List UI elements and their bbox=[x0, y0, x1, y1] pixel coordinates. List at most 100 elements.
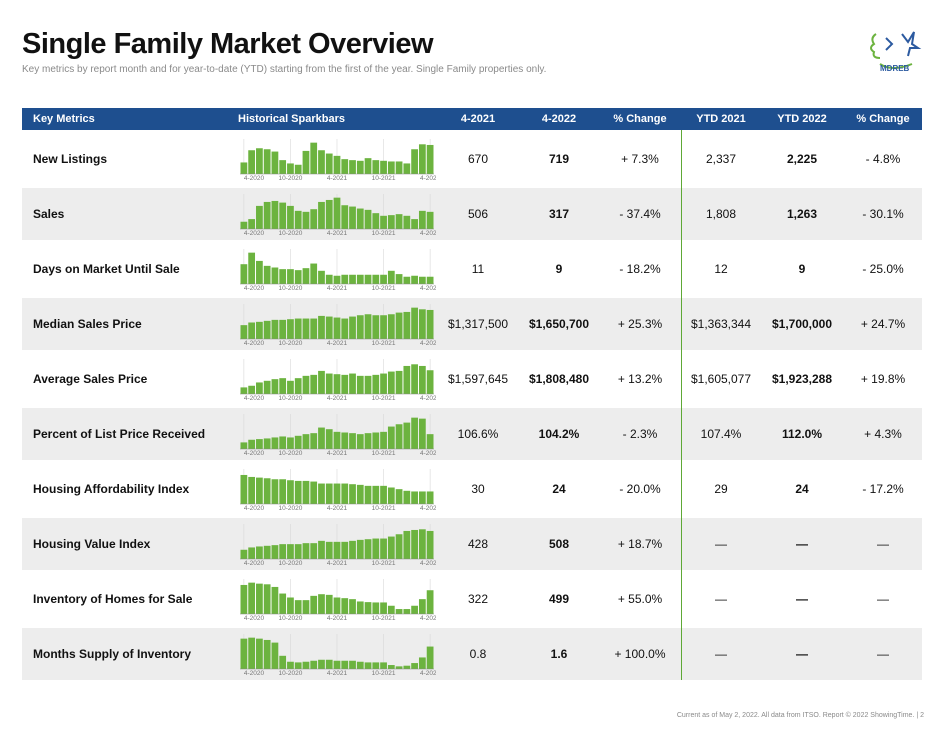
value-pct2: — bbox=[877, 537, 889, 551]
value-y1: 2,337 bbox=[705, 152, 737, 166]
sparkbar bbox=[248, 219, 256, 229]
sparkbar bbox=[349, 599, 356, 614]
value-y2: — bbox=[796, 592, 808, 606]
sparkbar bbox=[271, 642, 279, 669]
page-title: Single Family Market Overview bbox=[22, 28, 434, 60]
sparkbar bbox=[271, 545, 279, 559]
sparkbar bbox=[341, 274, 349, 284]
value-pct1: - 2.3% bbox=[622, 427, 658, 441]
sparkbar bbox=[302, 318, 310, 339]
sparkbar bbox=[356, 375, 364, 394]
sparkbar bbox=[380, 431, 387, 449]
sparkbar-axis-label: 4-2022 bbox=[420, 395, 436, 401]
sparkbar bbox=[411, 275, 418, 284]
sparkbar-axis-label: 10-2020 bbox=[279, 340, 303, 346]
value-y1: — bbox=[715, 592, 727, 606]
metric-label: Housing Value Index bbox=[33, 537, 151, 551]
sparkbar bbox=[341, 374, 349, 394]
sparkbar-axis-label: 4-2022 bbox=[420, 505, 436, 511]
value-pct2: — bbox=[877, 647, 889, 661]
sparkbar bbox=[271, 479, 279, 504]
sparkbar bbox=[263, 438, 271, 449]
sparkbar bbox=[271, 437, 279, 449]
sparkbar bbox=[395, 214, 403, 229]
sparkbar bbox=[318, 659, 325, 669]
sparkbar bbox=[418, 276, 426, 284]
sparkbar bbox=[325, 153, 333, 174]
sparkbar bbox=[411, 149, 418, 174]
sparkbar bbox=[341, 598, 349, 614]
logo-text: MDREB bbox=[880, 64, 910, 73]
sparkbar bbox=[349, 484, 356, 504]
sparkbar bbox=[333, 275, 341, 284]
metric-label: Months Supply of Inventory bbox=[33, 647, 191, 661]
mdreb-logo-icon bbox=[870, 31, 922, 69]
sparkbar bbox=[411, 417, 418, 449]
sparkbar bbox=[248, 385, 256, 394]
value-m2: 317 bbox=[548, 207, 570, 221]
ytd-divider bbox=[681, 130, 682, 680]
sparkbar bbox=[240, 474, 248, 504]
sparkbar bbox=[387, 487, 395, 504]
sparkbar bbox=[387, 426, 395, 449]
value-y2: 1,263 bbox=[786, 207, 818, 221]
sparkbar bbox=[240, 442, 248, 449]
header-ytd-2021: YTD 2021 bbox=[696, 113, 746, 125]
sparkbar bbox=[341, 483, 349, 504]
table-row: Inventory of Homes for Sale 322 499 + 55.0%… bbox=[22, 573, 922, 625]
sparkbar bbox=[310, 595, 318, 614]
sparkbar-axis-label: 10-2021 bbox=[372, 395, 396, 401]
sparkbar-axis-label: 4-2021 bbox=[327, 340, 348, 346]
sparkbar bbox=[364, 375, 372, 394]
value-m2: $1,650,700 bbox=[528, 317, 590, 331]
metric-label: Median Sales Price bbox=[33, 317, 142, 331]
value-pct1: + 18.7% bbox=[617, 537, 663, 551]
sparkbar bbox=[256, 205, 263, 229]
sparkbar-axis-label: 4-2020 bbox=[244, 450, 265, 456]
sparkbar bbox=[240, 162, 248, 174]
header-month-2021: 4-2021 bbox=[460, 113, 496, 125]
table-row: Percent of List Price Received 106.6% 104.… bbox=[22, 408, 922, 460]
sparkbar bbox=[418, 365, 426, 394]
sparkbar bbox=[418, 210, 426, 229]
sparkbar-axis-label: 4-2021 bbox=[327, 450, 348, 456]
sparkbar bbox=[256, 321, 263, 339]
value-m1: $1,597,645 bbox=[447, 372, 509, 386]
sparkbar bbox=[279, 544, 287, 559]
sparkbar bbox=[271, 151, 279, 174]
sparkbar bbox=[380, 274, 387, 284]
value-y2: 2,225 bbox=[786, 152, 818, 166]
sparkbar bbox=[356, 601, 364, 614]
value-y1: — bbox=[715, 537, 727, 551]
sparkbar bbox=[310, 481, 318, 504]
sparkbar bbox=[294, 600, 302, 614]
sparkbar bbox=[372, 274, 380, 284]
metric-label: Days on Market Until Sale bbox=[33, 262, 180, 276]
value-pct2: + 24.7% bbox=[860, 317, 906, 331]
sparkbar bbox=[279, 655, 287, 669]
sparkbar bbox=[426, 530, 434, 559]
table-row: Housing Value Index 428 508 + 18.7% — — — 4-202… bbox=[22, 518, 922, 570]
sparkbar bbox=[279, 593, 287, 614]
sparkbar-axis-label: 10-2020 bbox=[279, 560, 303, 566]
sparkbar-axis-label: 10-2020 bbox=[279, 450, 303, 456]
sparkbar bbox=[287, 205, 294, 229]
header-month-2022: 4-2022 bbox=[541, 113, 577, 125]
sparkbar bbox=[271, 200, 279, 229]
sparkbar bbox=[279, 378, 287, 394]
sparkbar bbox=[310, 433, 318, 449]
value-m2: 1.6 bbox=[550, 647, 568, 661]
sparkbar bbox=[271, 319, 279, 339]
sparkbar bbox=[287, 544, 294, 559]
sparkbar bbox=[341, 541, 349, 559]
sparkbar bbox=[240, 221, 248, 229]
sparkbar bbox=[418, 418, 426, 449]
value-y2: — bbox=[796, 647, 808, 661]
sparkbar bbox=[356, 274, 364, 284]
value-pct2: - 17.2% bbox=[862, 482, 904, 496]
footer-note: Current as of May 2, 2022. All data from… bbox=[676, 712, 924, 719]
sparkbar bbox=[426, 144, 434, 174]
sparkbar bbox=[380, 485, 387, 504]
sparkbar bbox=[294, 435, 302, 449]
sparkbar bbox=[395, 161, 403, 174]
